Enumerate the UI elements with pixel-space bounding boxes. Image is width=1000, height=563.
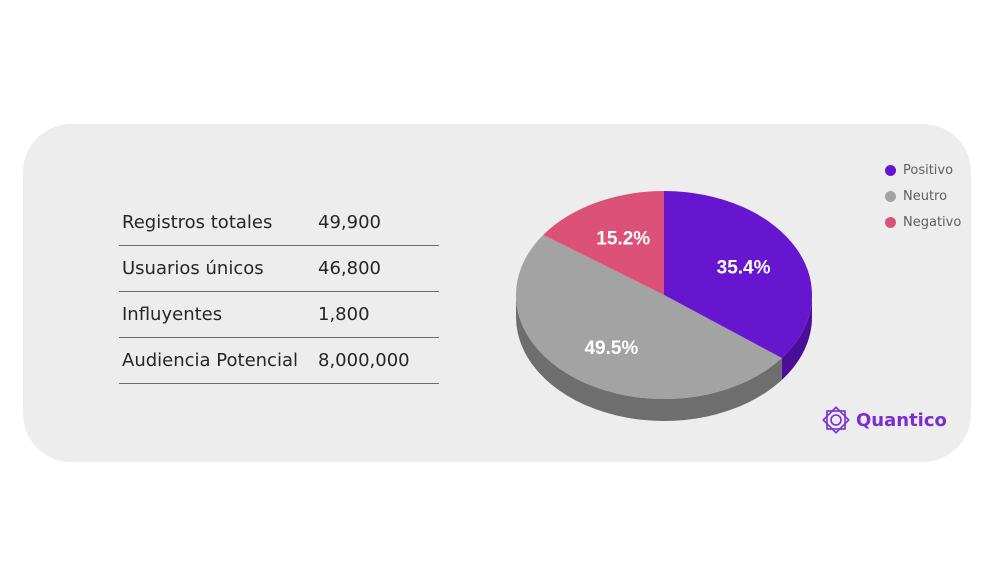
stat-row: Influyentes 1,800 bbox=[119, 292, 439, 338]
stat-row: Registros totales 49,900 bbox=[119, 200, 439, 246]
stat-label: Usuarios únicos bbox=[122, 258, 264, 279]
legend-label: Positivo bbox=[903, 162, 954, 178]
pie-slice-positivo bbox=[664, 191, 813, 359]
legend-item-negativo: Negativo bbox=[885, 209, 961, 235]
stat-value: 8,000,000 bbox=[318, 350, 410, 371]
pie-slice-neutro bbox=[516, 234, 782, 399]
stat-label: Audiencia Potencial bbox=[122, 350, 298, 371]
stat-label: Registros totales bbox=[122, 212, 273, 233]
stat-row: Audiencia Potencial 8,000,000 bbox=[119, 338, 439, 384]
pie-data-label: 35.4% bbox=[717, 257, 771, 278]
stats-table: Registros totales 49,900 Usuarios únicos… bbox=[119, 200, 439, 384]
pie-slice-negativo bbox=[543, 191, 664, 295]
pie-data-label: 49.5% bbox=[584, 338, 638, 359]
legend-swatch bbox=[885, 190, 896, 202]
quantico-logo: Quantico bbox=[820, 404, 947, 436]
pie-data-label: 15.2% bbox=[596, 229, 650, 250]
legend-swatch bbox=[885, 164, 896, 176]
stat-row: Usuarios únicos 46,800 bbox=[119, 246, 439, 292]
card-background bbox=[23, 124, 971, 462]
stat-label: Influyentes bbox=[122, 304, 223, 325]
logo-text: Quantico bbox=[856, 409, 947, 431]
stat-value: 46,800 bbox=[318, 258, 381, 279]
legend-label: Negativo bbox=[903, 214, 962, 230]
stat-value: 49,900 bbox=[318, 212, 381, 233]
chart-legend: Positivo Neutro Negativo bbox=[885, 157, 961, 235]
legend-item-neutro: Neutro bbox=[885, 183, 961, 209]
pie-side-neutro bbox=[516, 295, 782, 421]
pie-side-positivo bbox=[781, 295, 812, 381]
legend-label: Neutro bbox=[903, 188, 948, 204]
stat-value: 1,800 bbox=[318, 304, 370, 325]
quantico-logo-icon bbox=[822, 406, 850, 434]
legend-swatch bbox=[885, 216, 896, 228]
legend-item-positivo: Positivo bbox=[885, 157, 961, 183]
